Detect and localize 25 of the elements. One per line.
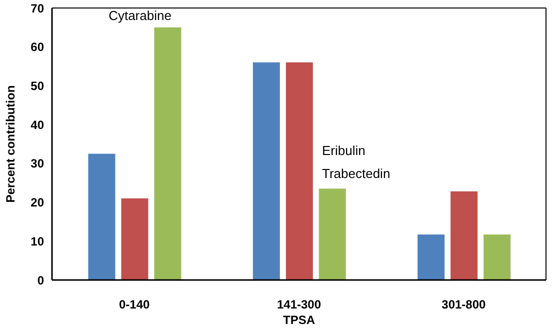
bar <box>450 191 478 280</box>
x-tick-label: 301-800 <box>442 298 486 312</box>
x-tick-label: 0-140 <box>118 298 150 312</box>
bar <box>318 188 346 280</box>
y-tick-label: 70 <box>30 1 44 16</box>
y-axis-title: Percent contribution <box>3 85 18 203</box>
y-tick-label: 20 <box>30 196 44 210</box>
bar <box>484 234 511 280</box>
bar <box>88 154 116 280</box>
y-tick-label: 30 <box>30 156 44 171</box>
annotation: Cytarabine <box>108 8 172 23</box>
bar <box>252 62 280 280</box>
bar <box>154 27 182 280</box>
annotation: Eribulin <box>322 143 366 158</box>
bar <box>286 62 313 280</box>
y-tick-label: 0 <box>37 273 44 288</box>
y-tick-label: 60 <box>30 40 44 54</box>
bar <box>418 234 445 280</box>
annotation: Trabectedin <box>322 166 390 181</box>
x-tick-label: 141-300 <box>276 298 322 312</box>
y-tick-label: 40 <box>30 118 44 132</box>
y-tick-label: 10 <box>30 234 44 248</box>
x-axis-title: TPSA <box>282 313 316 327</box>
bar <box>121 198 148 280</box>
y-tick-label: 50 <box>30 78 44 93</box>
